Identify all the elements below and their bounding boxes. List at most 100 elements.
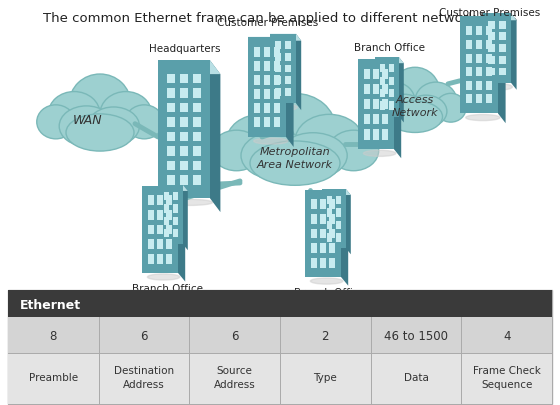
Bar — [373, 100, 379, 110]
Text: Preamble: Preamble — [29, 372, 78, 382]
Polygon shape — [270, 35, 301, 42]
Bar — [476, 95, 482, 104]
Ellipse shape — [48, 92, 100, 137]
Bar — [264, 104, 270, 113]
Polygon shape — [399, 58, 404, 123]
Ellipse shape — [88, 108, 139, 146]
Bar — [254, 104, 260, 113]
Bar — [157, 211, 163, 220]
Bar — [180, 132, 188, 142]
Ellipse shape — [363, 151, 396, 157]
Text: Branch Office: Branch Office — [354, 43, 426, 53]
Bar — [166, 211, 172, 220]
Text: 2: 2 — [321, 329, 329, 342]
Bar — [285, 89, 291, 96]
Polygon shape — [341, 191, 348, 286]
Ellipse shape — [487, 85, 512, 91]
Text: Headquarters: Headquarters — [150, 44, 221, 54]
Bar — [499, 22, 506, 30]
Polygon shape — [270, 35, 296, 104]
Ellipse shape — [274, 105, 297, 111]
Polygon shape — [8, 290, 552, 318]
Bar — [488, 22, 495, 30]
Bar — [476, 28, 482, 36]
Bar — [466, 41, 473, 50]
Ellipse shape — [69, 75, 130, 133]
Ellipse shape — [241, 132, 313, 180]
Polygon shape — [8, 318, 552, 353]
Bar — [166, 254, 172, 264]
Bar — [167, 147, 175, 156]
Bar — [364, 85, 370, 95]
Bar — [254, 48, 260, 58]
Bar — [166, 196, 172, 206]
Bar — [264, 62, 270, 71]
Bar — [382, 70, 388, 80]
Bar — [320, 244, 326, 254]
Bar — [389, 102, 394, 111]
Bar — [148, 211, 154, 220]
Bar — [320, 200, 326, 210]
Ellipse shape — [125, 106, 164, 139]
Text: 46 to 1500: 46 to 1500 — [384, 329, 448, 342]
Bar — [274, 48, 279, 58]
Bar — [274, 62, 279, 71]
Bar — [382, 115, 388, 125]
Polygon shape — [358, 60, 394, 150]
Bar — [486, 41, 492, 50]
Bar — [180, 118, 188, 128]
Polygon shape — [159, 185, 188, 192]
Bar — [264, 76, 270, 85]
Polygon shape — [183, 185, 188, 251]
Bar — [380, 90, 385, 98]
Polygon shape — [8, 353, 552, 404]
Bar — [193, 161, 201, 171]
Bar — [274, 90, 279, 99]
Bar — [193, 89, 201, 99]
Bar — [311, 258, 317, 268]
Ellipse shape — [388, 102, 442, 133]
Bar — [148, 254, 154, 264]
Polygon shape — [158, 61, 221, 75]
Ellipse shape — [250, 142, 340, 186]
Bar — [167, 75, 175, 84]
Ellipse shape — [435, 94, 466, 123]
Polygon shape — [178, 187, 185, 282]
Bar — [285, 66, 291, 73]
Bar — [335, 196, 342, 205]
Polygon shape — [375, 58, 404, 64]
Bar — [488, 45, 495, 53]
Bar — [180, 176, 188, 185]
Bar — [164, 217, 169, 226]
Polygon shape — [460, 17, 506, 27]
Ellipse shape — [254, 94, 335, 164]
Text: WAN: WAN — [73, 114, 103, 127]
Bar — [382, 130, 388, 140]
Bar — [311, 229, 317, 239]
Bar — [167, 132, 175, 142]
Bar — [373, 115, 379, 125]
Bar — [180, 147, 188, 156]
Bar — [193, 147, 201, 156]
Ellipse shape — [310, 278, 343, 284]
Bar — [264, 90, 270, 99]
Bar — [476, 81, 482, 91]
Bar — [264, 48, 270, 58]
Bar — [193, 75, 201, 84]
Polygon shape — [483, 14, 516, 21]
Bar — [166, 225, 172, 235]
Polygon shape — [159, 185, 183, 245]
Bar — [466, 54, 473, 64]
Bar — [486, 95, 492, 104]
Bar — [254, 118, 260, 127]
Bar — [164, 230, 169, 238]
Text: Destination
Address: Destination Address — [114, 366, 174, 389]
Bar — [285, 54, 291, 62]
Bar — [320, 258, 326, 268]
Bar — [164, 192, 169, 200]
Bar — [254, 76, 260, 85]
Polygon shape — [248, 38, 293, 48]
Bar — [320, 215, 326, 224]
Bar — [466, 81, 473, 91]
Bar — [193, 176, 201, 185]
